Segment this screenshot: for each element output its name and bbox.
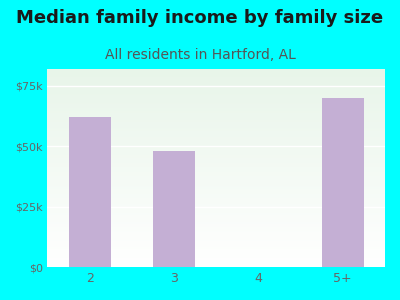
Bar (322, 98, 364, 267)
Bar (68, 117, 111, 267)
Text: Median family income by family size: Median family income by family size (16, 9, 384, 27)
Text: All residents in Hartford, AL: All residents in Hartford, AL (104, 48, 296, 62)
Bar (153, 151, 195, 267)
